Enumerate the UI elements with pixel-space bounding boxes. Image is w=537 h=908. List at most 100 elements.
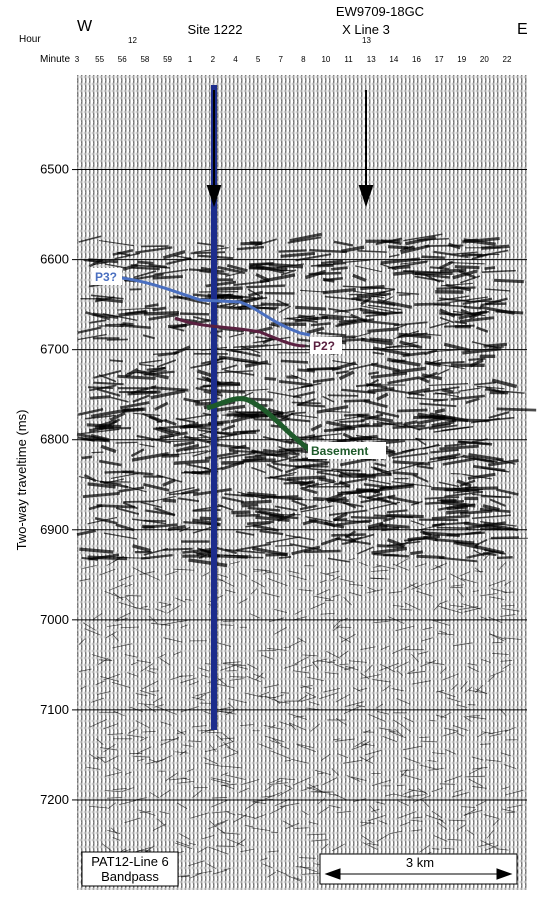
reflection [394,728,404,737]
reflection [379,663,396,673]
reflection [278,777,296,781]
reflection [439,444,479,451]
reflection [98,459,122,467]
reflection [113,767,121,772]
reflection [377,711,390,715]
reflection [466,550,496,559]
reflection [251,801,267,805]
reflection [134,607,151,611]
reflection [399,340,423,349]
reflection [273,462,311,470]
reflection [449,586,464,589]
reflection [118,575,133,582]
reflection [213,304,242,311]
reflection [446,505,469,511]
reflection [160,736,180,746]
reflection [194,691,213,697]
reflection [407,670,426,674]
reflection [223,868,231,871]
reflection [205,280,237,288]
reflection [84,628,101,636]
reflection [122,322,134,327]
reflection [331,768,340,776]
reflection [206,731,223,734]
reflection [365,749,382,756]
reflection [270,831,279,833]
reflection [267,391,302,399]
minute-tick-label: 59 [163,55,172,64]
reflection [371,779,392,787]
reflection [468,767,483,775]
reflection [410,550,424,556]
reflection [79,578,91,582]
reflection [348,660,367,663]
reflection [312,658,328,663]
reflection [429,453,461,461]
scale-arrow [324,868,513,880]
reflection [155,755,172,764]
reflection [227,746,239,753]
reflection [203,710,212,715]
reflection [255,672,264,681]
reflection [273,495,303,501]
reflection [100,444,117,454]
reflection [399,260,429,265]
reflection [504,789,524,796]
reflection [443,607,463,614]
reflection [148,313,179,321]
profile-label: PAT12-Line 6 [91,854,169,869]
reflection [454,320,468,325]
reflection [253,568,267,571]
reflection [174,568,195,571]
reflection [149,792,160,799]
reflection [496,556,513,560]
reflection [360,284,385,291]
reflection [448,261,485,265]
reflection [386,509,408,514]
reflection [375,410,400,418]
minute-tick-label: 17 [435,55,444,64]
minute-tick-label: 14 [389,55,398,64]
reflection [132,544,151,553]
reflection [283,663,298,669]
reflection [247,288,261,297]
reflection [246,520,274,526]
reflection [399,608,413,611]
reflection [279,744,290,750]
reflection [433,362,465,370]
reflection [144,303,159,309]
minute-tick-label: 8 [301,55,306,64]
reflection [251,827,270,831]
reflection [112,249,134,256]
reflection [491,588,508,593]
reflection [87,482,116,489]
reflection [393,321,428,327]
reflection [161,453,180,458]
reflection [296,743,314,749]
reflection [502,663,511,670]
reflection [493,278,524,284]
reflection [317,470,333,473]
reflection [100,676,119,682]
minute-tick-label: 10 [321,55,330,64]
reflection [148,758,156,763]
reflection [262,592,280,598]
reflection [318,477,335,484]
reflection [186,768,195,772]
reflection [437,295,470,302]
reflection [420,660,437,668]
reflection [123,500,154,503]
reflection [434,408,446,414]
reflection [458,269,476,279]
reflection [272,738,280,744]
reflection [474,457,498,463]
reflection [367,304,402,311]
reflection [293,670,310,674]
reflection [222,733,233,742]
reflection [327,496,347,504]
reflection [81,455,93,460]
site-arrow [206,90,222,208]
reflection [271,455,298,464]
reflection [425,274,441,283]
reflection [221,496,244,504]
